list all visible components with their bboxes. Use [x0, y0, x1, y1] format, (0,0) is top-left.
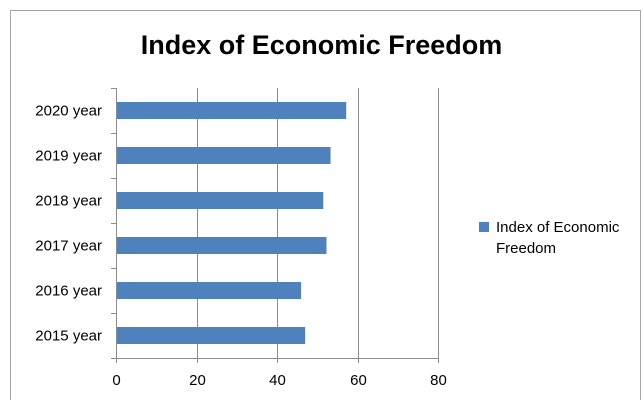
- bar: [116, 327, 306, 344]
- x-tick-label: 60: [350, 372, 367, 389]
- chart-title: Index of Economic Freedom: [140, 30, 503, 60]
- x-tick-label: 80: [430, 372, 447, 389]
- y-tick-label: 2016 year: [35, 283, 102, 300]
- bar: [116, 147, 331, 164]
- y-tick-label: 2020 year: [35, 103, 102, 120]
- x-tick-label: 20: [189, 372, 206, 389]
- chart-frame: [10, 10, 641, 400]
- y-tick-label: 2018 year: [35, 193, 102, 210]
- y-tick-label: 2017 year: [35, 238, 102, 255]
- x-tick-label: 0: [112, 372, 120, 389]
- bar: [116, 237, 327, 254]
- bar: [116, 102, 347, 119]
- bar: [116, 282, 302, 299]
- y-tick-label: 2015 year: [35, 328, 102, 345]
- bar: [116, 192, 324, 209]
- x-tick-label: 40: [269, 372, 286, 389]
- legend-label: Index of Economic Freedom: [496, 219, 620, 257]
- y-tick-label: 2019 year: [35, 148, 102, 165]
- legend-swatch: [479, 222, 489, 232]
